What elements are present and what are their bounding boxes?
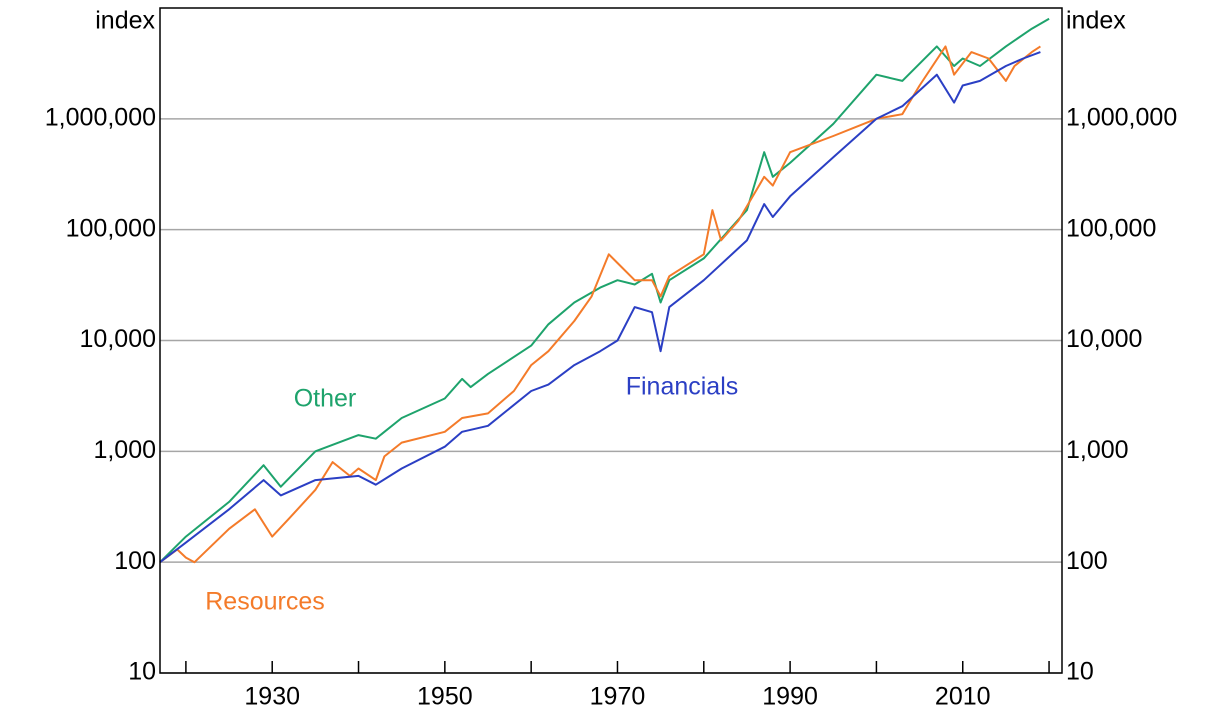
y-tick-label: 10,000 <box>80 325 156 353</box>
x-tick-label: 1990 <box>762 683 818 711</box>
series-line <box>159 17 1050 563</box>
x-tick-label: 1930 <box>244 683 300 711</box>
y-tick-label: 10 <box>128 658 156 686</box>
series-label: Resources <box>205 588 325 616</box>
y2-tick-label: 10,000 <box>1066 325 1142 353</box>
y2-tick-label: 100,000 <box>1066 214 1156 242</box>
series-label: Other <box>294 385 357 413</box>
y2-tick-label: 10 <box>1066 658 1094 686</box>
y-tick-label: 100 <box>114 547 156 575</box>
x-tick-label: 1970 <box>590 683 646 711</box>
y2-tick-label: 100 <box>1066 547 1108 575</box>
y-tick-label: 1,000,000 <box>45 103 156 131</box>
plot-frame <box>159 7 1063 674</box>
series-line <box>159 45 1041 564</box>
y-axis-label: index <box>95 7 155 35</box>
x-tick-label: 2010 <box>935 683 991 711</box>
y-tick-label: 1,000 <box>93 436 156 464</box>
series-line <box>159 51 1041 563</box>
x-tick-label: 1950 <box>417 683 473 711</box>
y-tick-label: 100,000 <box>66 214 156 242</box>
y2-tick-label: 1,000 <box>1066 436 1129 464</box>
y2-axis-label: index <box>1066 7 1126 35</box>
series-label: Financials <box>626 373 739 401</box>
y2-tick-label: 1,000,000 <box>1066 103 1177 131</box>
